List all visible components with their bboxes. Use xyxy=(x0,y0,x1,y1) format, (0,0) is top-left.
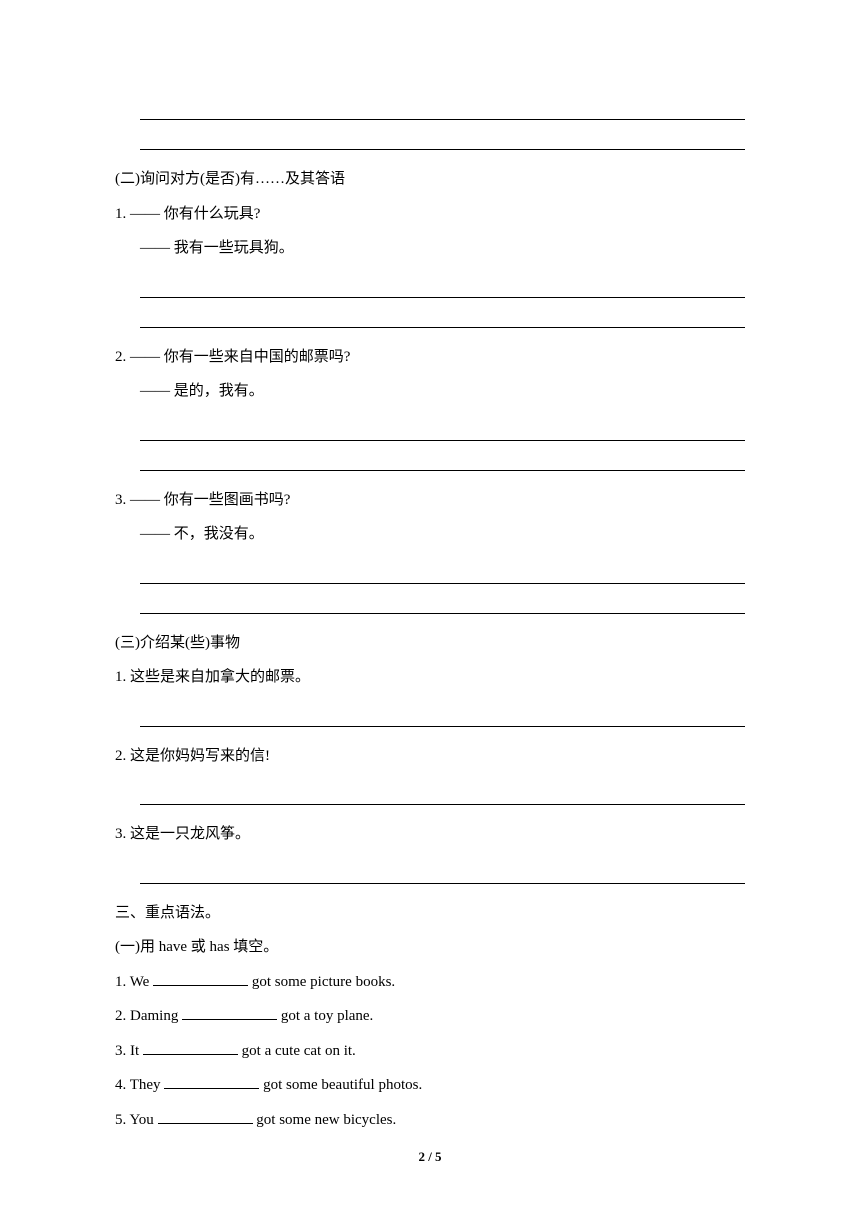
fill-item-2: 2. Daming got a toy plane. xyxy=(115,1005,745,1028)
grammar-heading: 三、重点语法。 xyxy=(115,902,745,925)
answer-line[interactable] xyxy=(140,594,745,614)
fill-item-5-a: 5. You xyxy=(115,1112,158,1128)
fill-item-1-b: got some picture books. xyxy=(248,974,395,990)
question-3-3: 3. 这是一只龙风筝。 xyxy=(115,823,745,846)
question-2-2-line2: —— 是的，我有。 xyxy=(140,380,745,403)
page-number: 2 / 5 xyxy=(0,1147,860,1167)
question-2-2-line1: 2. —— 你有一些来自中国的邮票吗? xyxy=(115,346,745,369)
fill-item-5-b: got some new bicycles. xyxy=(253,1112,397,1128)
grammar-sub: (一)用 have 或 has 填空。 xyxy=(115,936,745,959)
answer-line[interactable] xyxy=(140,864,745,884)
answer-line[interactable] xyxy=(140,785,745,805)
section-2-title: (二)询问对方(是否)有……及其答语 xyxy=(115,168,745,191)
fill-item-2-b: got a toy plane. xyxy=(277,1008,373,1024)
fill-item-4-b: got some beautiful photos. xyxy=(259,1077,422,1093)
question-2-3-line1: 3. —— 你有一些图画书吗? xyxy=(115,489,745,512)
answer-line[interactable] xyxy=(140,707,745,727)
answer-line[interactable] xyxy=(140,451,745,471)
fill-item-3-b: got a cute cat on it. xyxy=(238,1043,356,1059)
answer-line[interactable] xyxy=(140,421,745,441)
fill-blank[interactable] xyxy=(143,1041,238,1055)
answer-line[interactable] xyxy=(140,130,745,150)
fill-item-2-a: 2. Daming xyxy=(115,1008,182,1024)
answer-line[interactable] xyxy=(140,308,745,328)
fill-item-4: 4. They got some beautiful photos. xyxy=(115,1074,745,1097)
question-3-2: 2. 这是你妈妈写来的信! xyxy=(115,745,745,768)
fill-blank[interactable] xyxy=(158,1110,253,1124)
fill-item-4-a: 4. They xyxy=(115,1077,164,1093)
question-2-1-line1: 1. —— 你有什么玩具? xyxy=(115,203,745,226)
question-3-1: 1. 这些是来自加拿大的邮票。 xyxy=(115,666,745,689)
answer-line[interactable] xyxy=(140,564,745,584)
fill-blank[interactable] xyxy=(182,1006,277,1020)
page-content: (二)询问对方(是否)有……及其答语 1. —— 你有什么玩具? —— 我有一些… xyxy=(0,0,860,1131)
fill-blank[interactable] xyxy=(153,972,248,986)
fill-item-1-a: 1. We xyxy=(115,974,153,990)
fill-item-5: 5. You got some new bicycles. xyxy=(115,1109,745,1132)
question-2-1-line2: —— 我有一些玩具狗。 xyxy=(140,237,745,260)
fill-item-3-a: 3. It xyxy=(115,1043,143,1059)
question-2-3-line2: —— 不，我没有。 xyxy=(140,523,745,546)
fill-blank[interactable] xyxy=(164,1075,259,1089)
fill-item-3: 3. It got a cute cat on it. xyxy=(115,1040,745,1063)
answer-line[interactable] xyxy=(140,278,745,298)
answer-line[interactable] xyxy=(140,100,745,120)
fill-item-1: 1. We got some picture books. xyxy=(115,971,745,994)
section-3-title: (三)介绍某(些)事物 xyxy=(115,632,745,655)
